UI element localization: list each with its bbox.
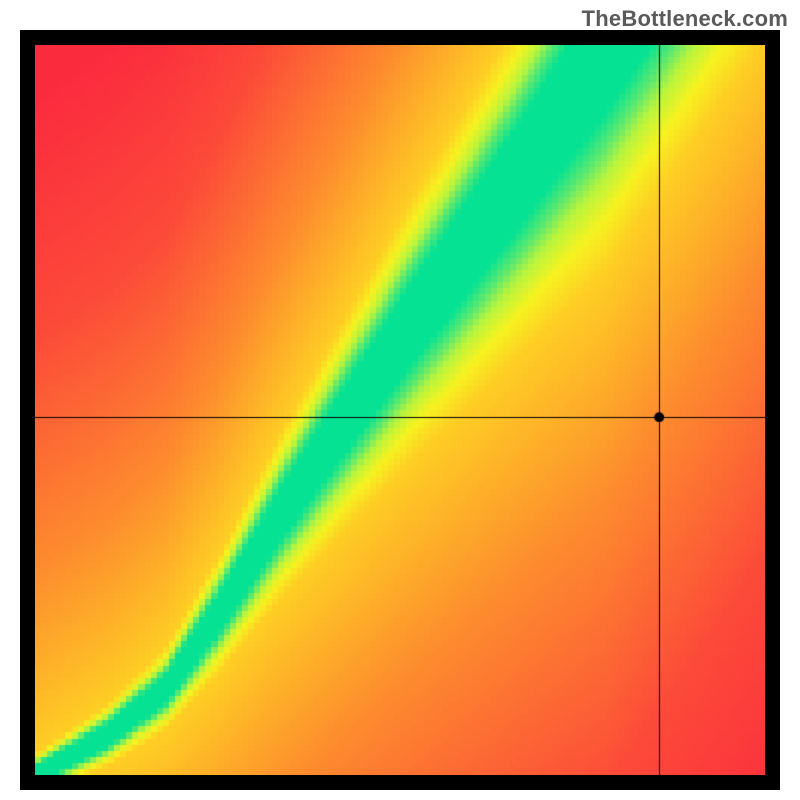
chart-container: TheBottleneck.com bbox=[0, 0, 800, 800]
attribution-text: TheBottleneck.com bbox=[582, 6, 788, 32]
chart-frame bbox=[20, 30, 780, 790]
heatmap-canvas bbox=[35, 45, 765, 775]
